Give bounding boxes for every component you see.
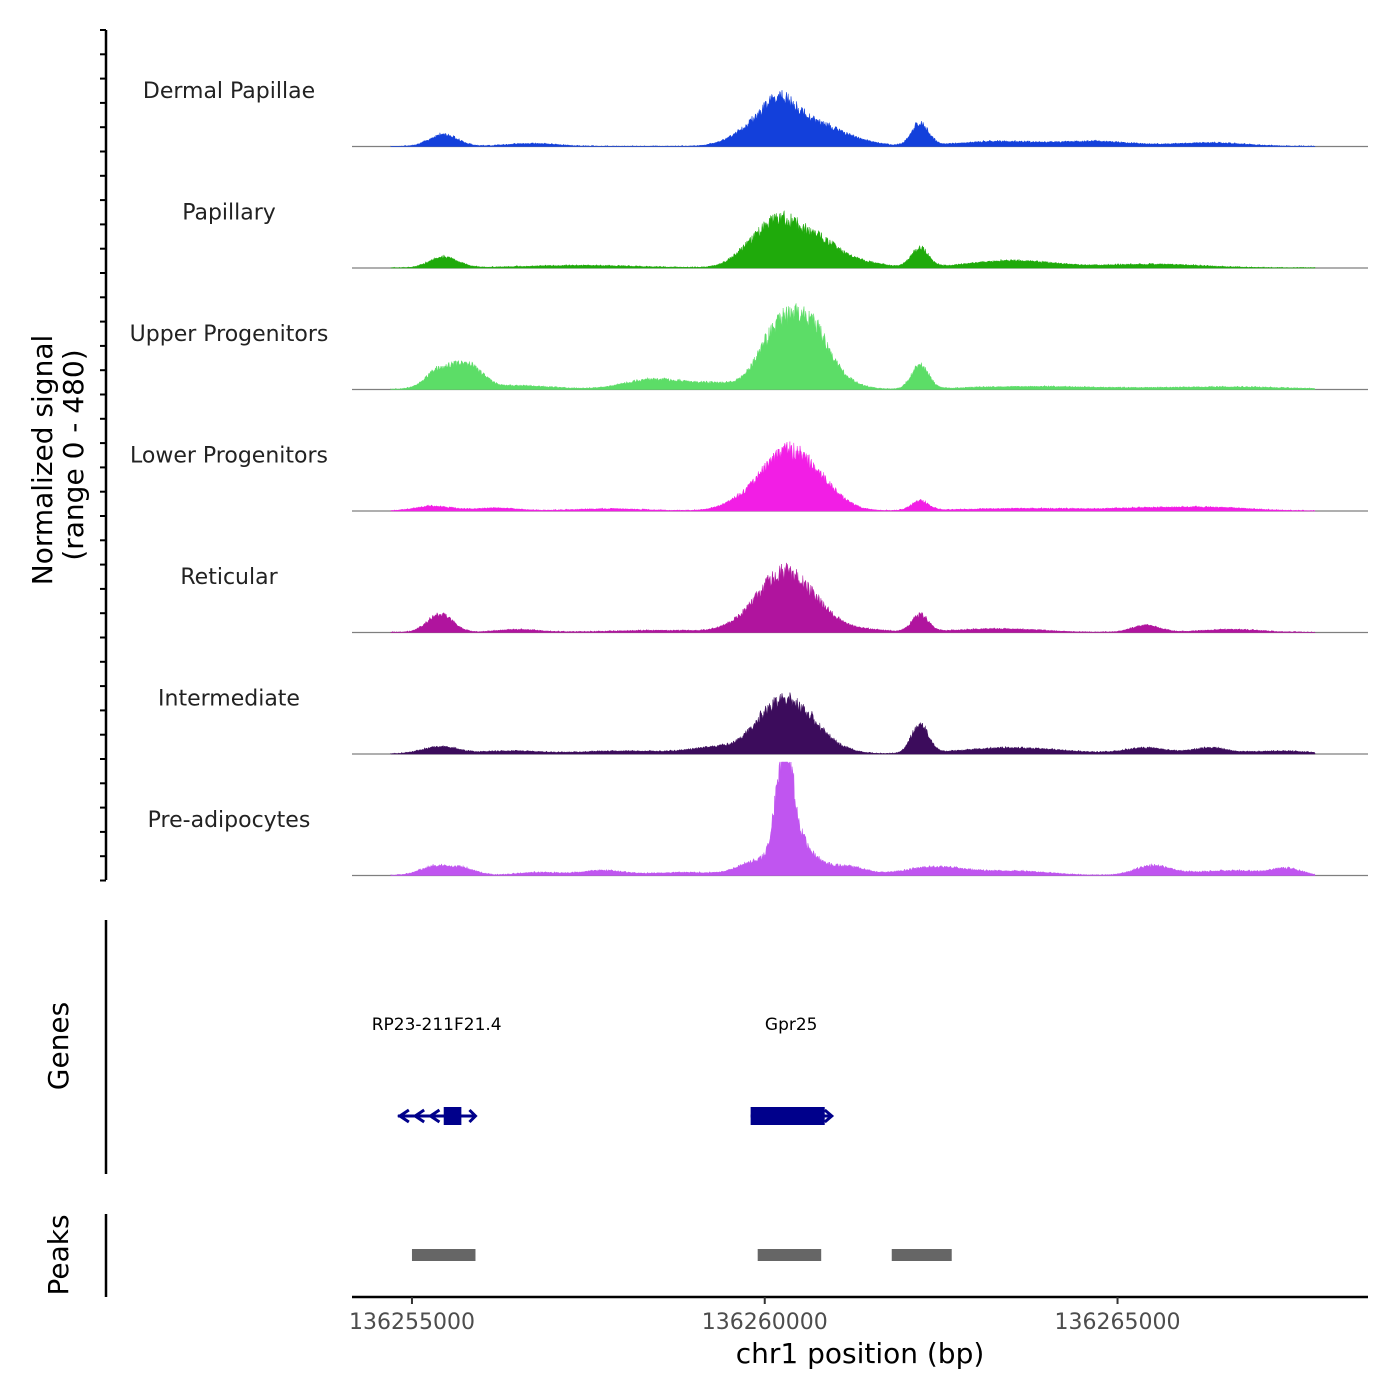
- coverage-y-ticks: [100, 29, 106, 882]
- track-intermediate: Intermediate: [158, 687, 1368, 755]
- track-label: Reticular: [180, 565, 278, 590]
- track-upper-progenitors: Upper Progenitors: [130, 303, 1368, 391]
- peaks-track-title: Peaks: [42, 1214, 75, 1295]
- coverage-area: [390, 210, 1316, 269]
- gene-label: RP23-211F21.4: [372, 1015, 502, 1035]
- coverage-area: [390, 692, 1316, 755]
- coverage-area: [390, 562, 1316, 633]
- gene-gpr25: Gpr25: [750, 1015, 835, 1125]
- x-tick-label: 136265000: [1055, 1310, 1181, 1335]
- track-label: Intermediate: [158, 687, 300, 712]
- gene-rp23-211f21-4: RP23-211F21.4: [372, 1015, 502, 1125]
- peaks-track: [411, 1249, 952, 1261]
- gene-exon: [750, 1107, 825, 1125]
- genes-track-title: Genes: [42, 1002, 75, 1090]
- track-label: Upper Progenitors: [130, 322, 329, 347]
- y-axis-title-line2: (range 0 - 480): [57, 349, 90, 560]
- strand-arrow: [823, 1108, 835, 1124]
- coverage-area: [390, 90, 1316, 147]
- coverage-area: [390, 441, 1316, 512]
- genes-track: RP23-211F21.4 Gpr25: [372, 1015, 835, 1125]
- gene-label: Gpr25: [765, 1015, 818, 1035]
- coverage-area: [390, 303, 1316, 390]
- track-label: Pre-adipocytes: [148, 808, 311, 833]
- peak-region: [411, 1249, 476, 1261]
- track-dermal-papillae: Dermal Papillae: [143, 79, 1368, 148]
- track-reticular: Reticular: [180, 562, 1368, 634]
- coverage-area: [390, 761, 1316, 876]
- track-label: Dermal Papillae: [143, 79, 315, 104]
- track-label: Lower Progenitors: [130, 444, 328, 469]
- peak-region: [891, 1249, 952, 1261]
- x-axis-ticks: 136255000 136260000 136265000: [349, 1297, 1181, 1335]
- y-axis-title-line1: Normalized signal: [26, 335, 59, 586]
- track-papillary: Papillary: [182, 201, 1368, 269]
- strand-arrow: [427, 1108, 441, 1124]
- x-tick-label: 136260000: [702, 1310, 828, 1335]
- strand-arrow: [468, 1108, 478, 1124]
- x-tick-label: 136255000: [349, 1310, 475, 1335]
- track-label: Papillary: [182, 201, 276, 226]
- x-axis-title: chr1 position (bp): [736, 1337, 985, 1370]
- track-lower-progenitors: Lower Progenitors: [130, 441, 1368, 512]
- strand-arrow: [397, 1108, 410, 1124]
- track-pre-adipocytes: Pre-adipocytes: [148, 761, 1368, 877]
- coverage-tracks: Dermal Papillae Papillary Upper Progenitor…: [130, 79, 1368, 877]
- peak-region: [757, 1249, 822, 1261]
- gene-exon: [443, 1107, 462, 1125]
- strand-arrow: [412, 1108, 425, 1124]
